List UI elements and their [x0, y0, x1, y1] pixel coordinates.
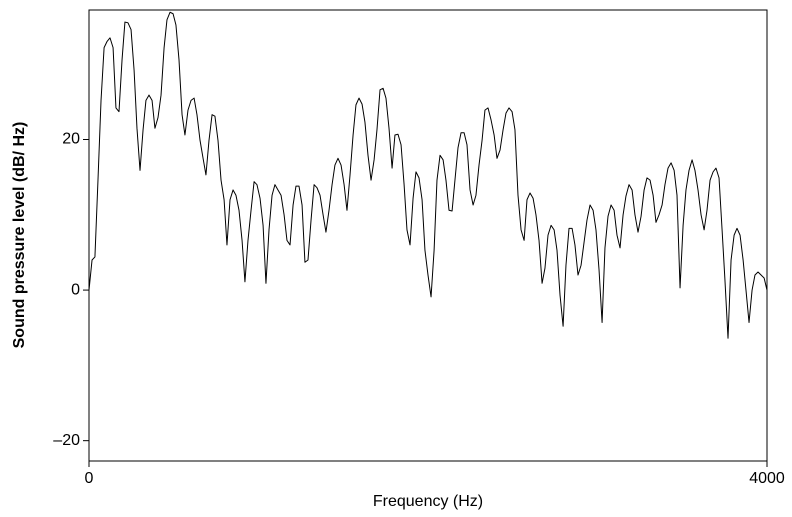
x-tick-label: 4000: [749, 470, 785, 487]
y-tick-label: 0: [71, 281, 80, 298]
y-tick-label: –20: [53, 432, 80, 449]
plot-frame: [88, 9, 768, 462]
y-axis-label: Sound pressure level (dB/ Hz): [11, 122, 28, 349]
x-axis-label: Frequency (Hz): [373, 493, 483, 510]
y-tick-label: 20: [62, 131, 80, 148]
x-tick-label: 0: [85, 470, 94, 487]
spectrum-line: [88, 11, 768, 339]
